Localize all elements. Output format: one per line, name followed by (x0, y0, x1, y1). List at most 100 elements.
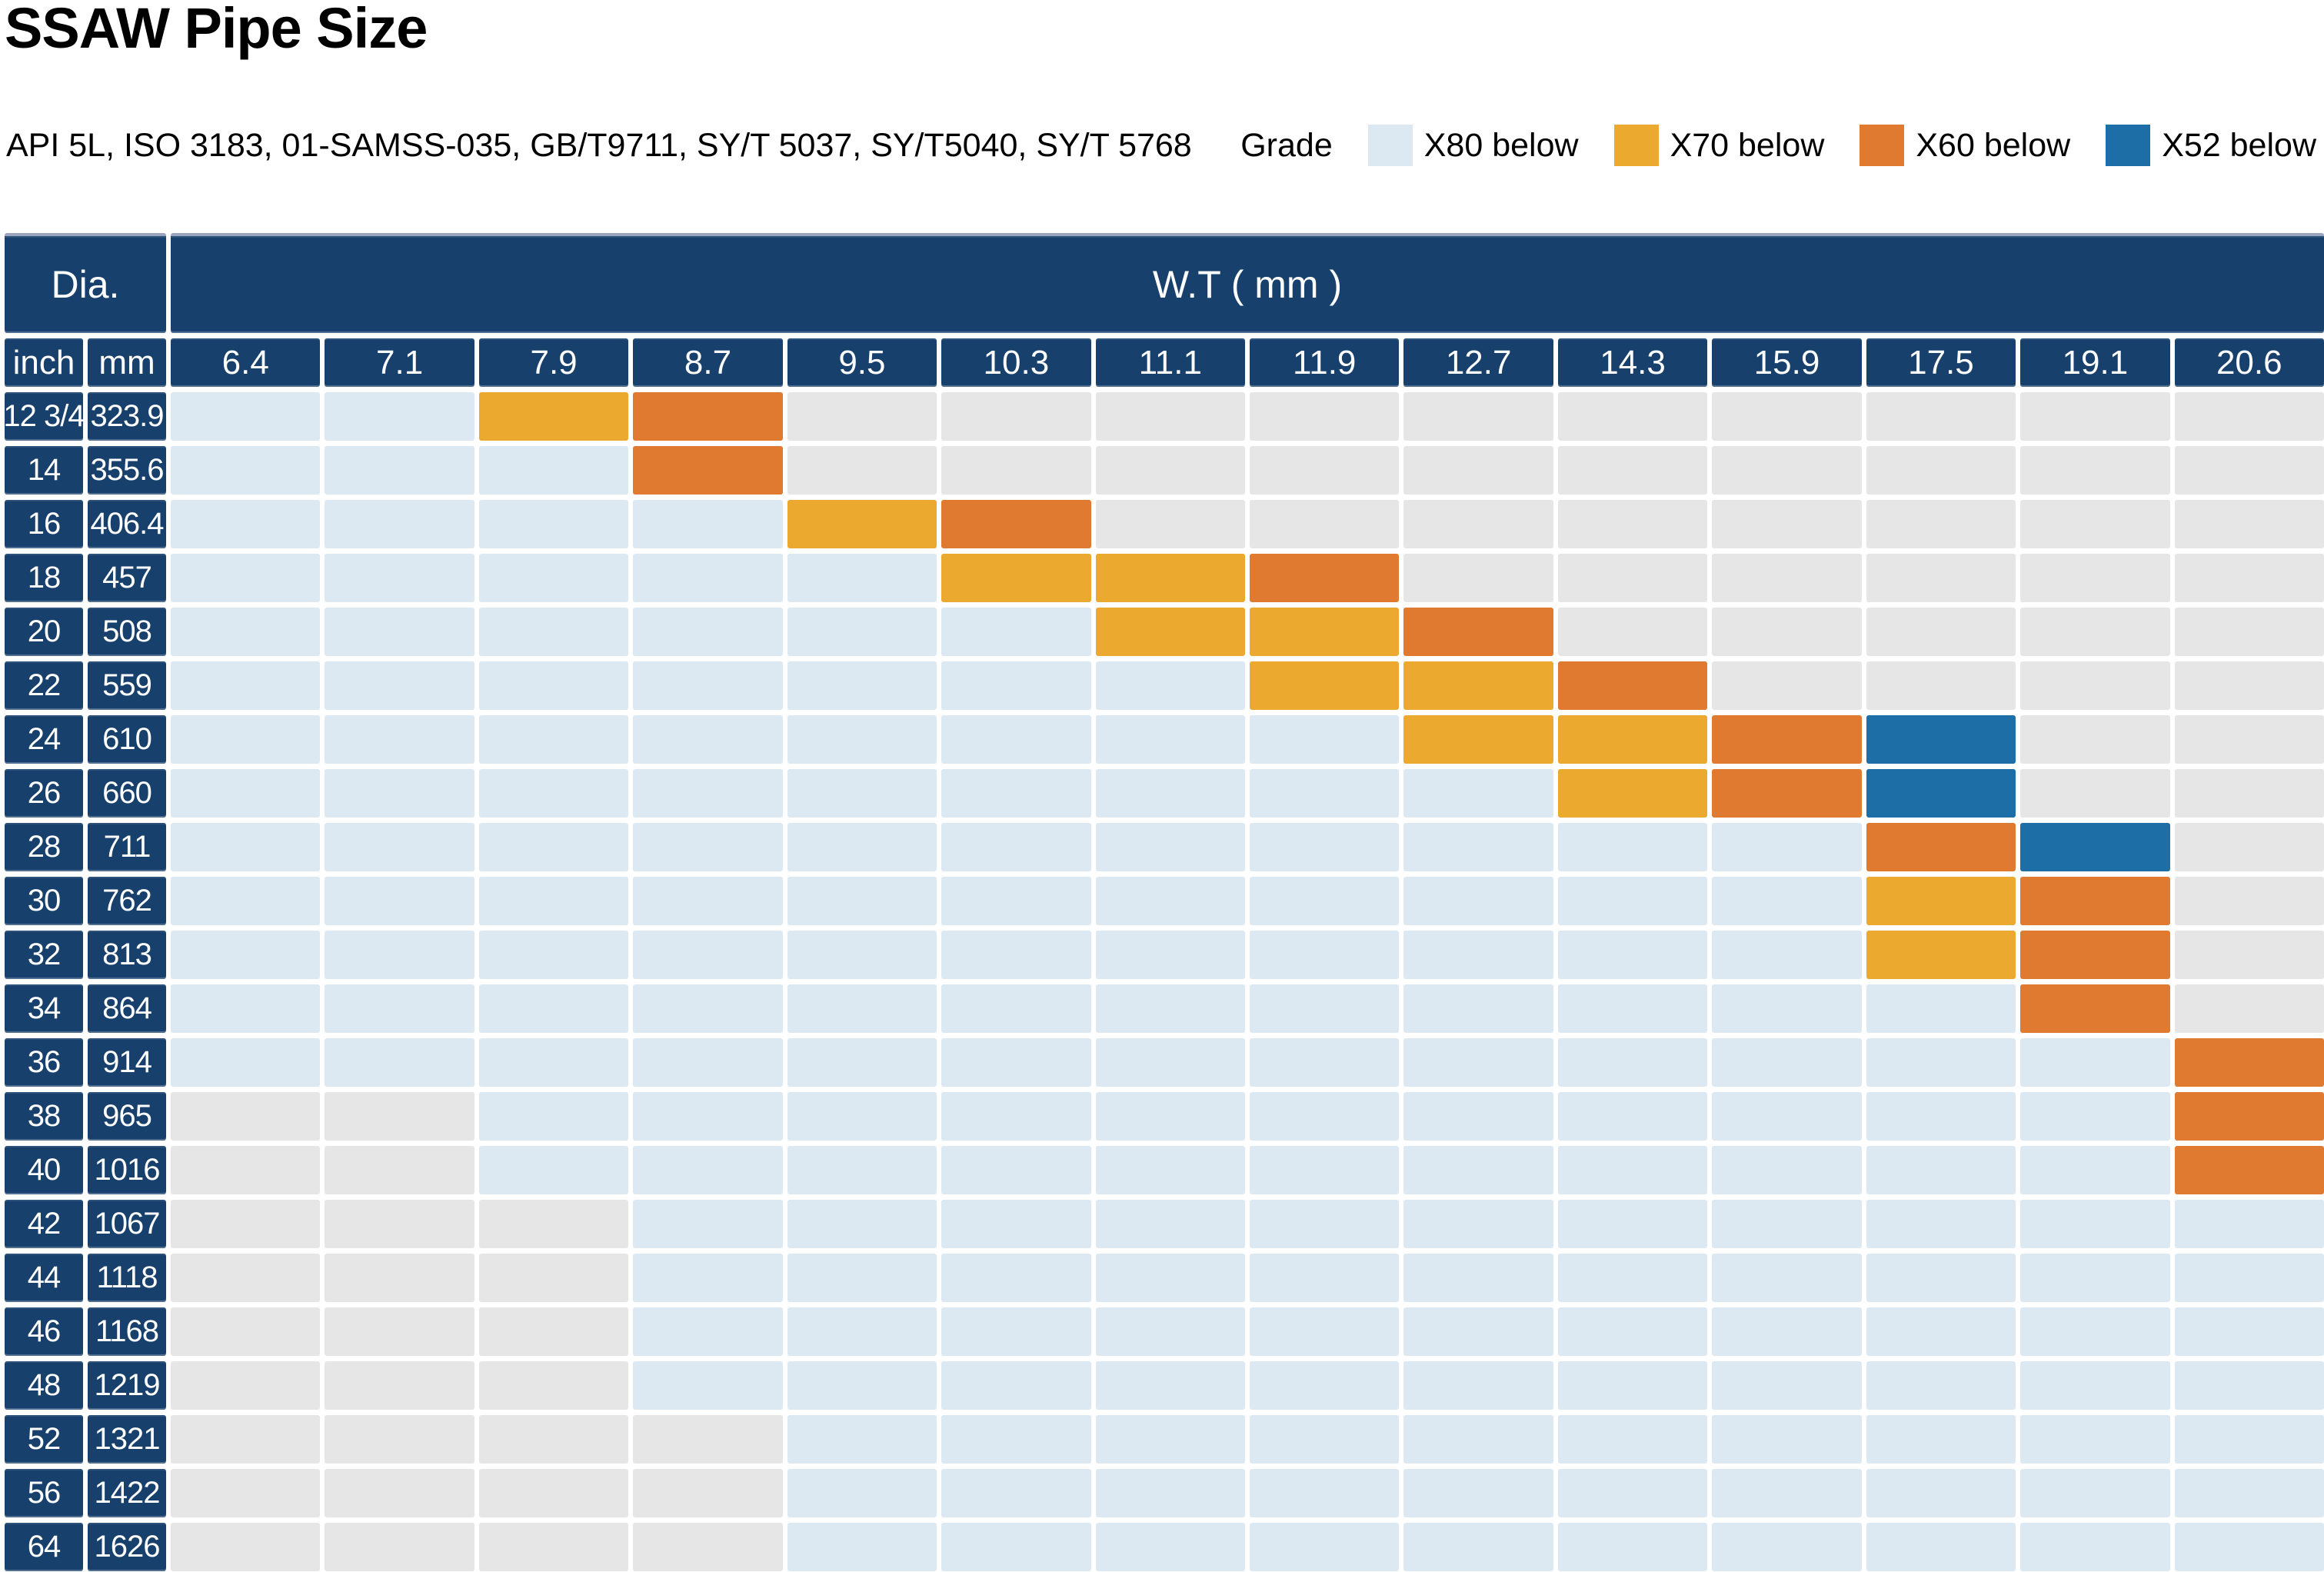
grade-cell (941, 1038, 1091, 1087)
grade-cell (325, 769, 474, 818)
wt-header: W.T ( mm ) (171, 233, 2324, 333)
grade-cell (787, 823, 937, 871)
grade-cell (941, 1415, 1091, 1464)
grade-cell (478, 500, 629, 548)
legend-item: X70 below (1613, 125, 1824, 166)
grade-cell (1557, 1361, 1708, 1410)
grade-cell (1557, 984, 1708, 1033)
row-inch-label: 30 (5, 877, 83, 925)
grade-cell (633, 500, 783, 548)
row-inch-label: 48 (5, 1361, 83, 1410)
grade-cell (1095, 500, 1245, 548)
meta-row: API 5L, ISO 3183, 01-SAMSS-035, GB/T9711… (6, 122, 2316, 169)
grade-cell (1866, 554, 2016, 602)
grade-cell (2174, 823, 2324, 871)
grade-cell (325, 1307, 474, 1356)
legend-label: Grade (1240, 126, 1333, 164)
grade-cell (787, 1307, 937, 1356)
row-mm-label: 1118 (88, 1254, 166, 1302)
grade-cell (171, 823, 321, 871)
row-mm-label: 965 (88, 1092, 166, 1141)
row-inch-label: 32 (5, 931, 83, 979)
grade-cell (478, 1307, 629, 1356)
grade-cell (325, 1361, 474, 1410)
grade-cell (1866, 1146, 2016, 1194)
grade-cell (171, 1361, 321, 1410)
grade-cell (1250, 1038, 1400, 1087)
grade-cell (1557, 608, 1708, 656)
legend-swatch-x80 (1367, 125, 1413, 166)
grade-cell (325, 1254, 474, 1302)
row-mm-label: 406.4 (88, 500, 166, 548)
grade-cell (1866, 1200, 2016, 1248)
grade-cell (1712, 608, 1862, 656)
pipe-size-table: Dia. W.T ( mm ) inch mm 6.4 7.1 7.9 8.7 9.5 10.… (5, 233, 2324, 1571)
row-inch-label: 36 (5, 1038, 83, 1087)
grade-cell (1095, 984, 1245, 1033)
mm-header: mm (88, 338, 166, 387)
grade-cell (1403, 1254, 1553, 1302)
grade-cell (941, 984, 1091, 1033)
row-inch-label: 38 (5, 1092, 83, 1141)
grade-cell (2174, 1200, 2324, 1248)
grade-cell (171, 661, 321, 710)
grade-cell (1403, 1415, 1553, 1464)
grade-cell (2174, 931, 2324, 979)
grade-cell (941, 1254, 1091, 1302)
grade-cell (633, 877, 783, 925)
grade-cell (478, 877, 629, 925)
row-mm-label: 1321 (88, 1415, 166, 1464)
grade-cell (171, 446, 321, 495)
grade-cell (941, 1092, 1091, 1141)
grade-cell (325, 877, 474, 925)
grade-cell (1557, 392, 1708, 441)
grade-cell (1250, 1200, 1400, 1248)
grade-cell (478, 554, 629, 602)
wt-column-header: 7.1 (325, 338, 474, 387)
grade-cell (1250, 608, 1400, 656)
row-inch-label: 20 (5, 608, 83, 656)
grade-cell (478, 769, 629, 818)
grade-cell (941, 608, 1091, 656)
grade-cell (2174, 608, 2324, 656)
grade-cell (1403, 554, 1553, 602)
grade-cell (325, 1038, 474, 1087)
grade-cell (1250, 1361, 1400, 1410)
grade-cell (1403, 984, 1553, 1033)
grade-cell (633, 1469, 783, 1517)
grade-cell (1712, 769, 1862, 818)
grade-cell (787, 984, 937, 1033)
grade-cell (2020, 1361, 2170, 1410)
grade-cell (478, 823, 629, 871)
grade-cell (171, 1092, 321, 1141)
grade-cell (1403, 1469, 1553, 1517)
grade-cell (787, 1361, 937, 1410)
grade-cell (941, 769, 1091, 818)
row-mm-label: 864 (88, 984, 166, 1033)
grade-cell (1712, 554, 1862, 602)
row-inch-label: 28 (5, 823, 83, 871)
grade-cell (941, 392, 1091, 441)
grade-cell (787, 554, 937, 602)
grade-cell (941, 1146, 1091, 1194)
grade-cell (1250, 446, 1400, 495)
grade-cell (2020, 1307, 2170, 1356)
grade-cell (171, 769, 321, 818)
row-mm-label: 1016 (88, 1146, 166, 1194)
grade-cell (941, 1469, 1091, 1517)
grade-cell (2174, 1523, 2324, 1571)
grade-cell (1712, 1307, 1862, 1356)
row-inch-label: 52 (5, 1415, 83, 1464)
grade-cell (1403, 931, 1553, 979)
grade-cell (1403, 661, 1553, 710)
wt-column-header: 19.1 (2020, 338, 2170, 387)
grade-cell (1712, 392, 1862, 441)
grade-cell (171, 1415, 321, 1464)
grade-cell (171, 715, 321, 764)
grade-cell (1557, 1415, 1708, 1464)
grade-cell (1557, 1469, 1708, 1517)
grade-cell (2020, 1469, 2170, 1517)
grade-cell (2174, 1415, 2324, 1464)
grade-cell (2020, 1038, 2170, 1087)
row-mm-label: 813 (88, 931, 166, 979)
